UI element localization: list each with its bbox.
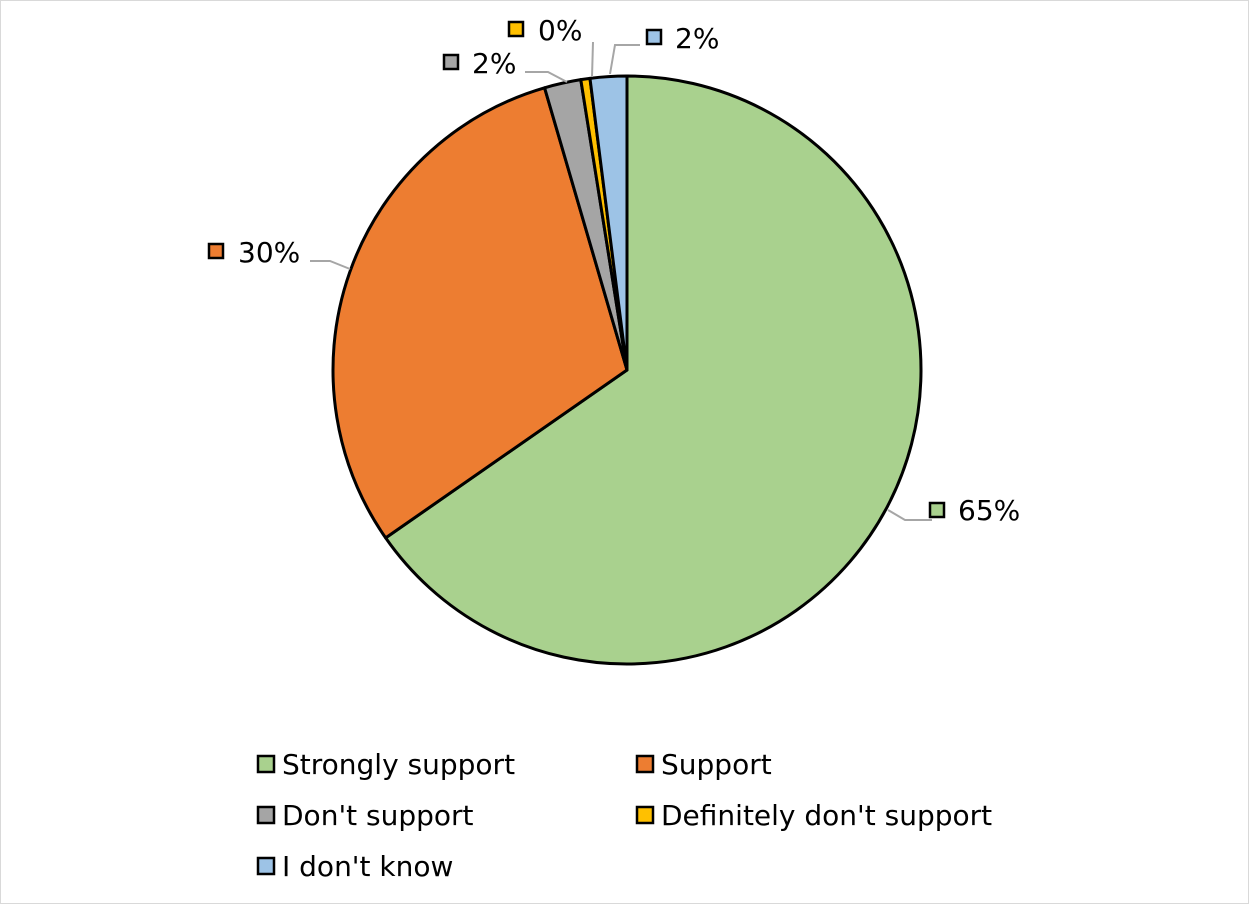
leader-line-strongly-support — [887, 509, 932, 521]
data-label-marker-definitely-don-t-support — [507, 20, 525, 38]
leader-lines — [310, 41, 932, 521]
pie-slice-i-don-t-know — [588, 74, 629, 372]
data-label-strongly-support: 65% — [958, 494, 1020, 527]
leader-line-support — [310, 260, 351, 270]
legend-swatch-support — [635, 754, 655, 774]
leader-line-i-don-t-know — [609, 44, 640, 75]
legend-swatch-strongly-support — [256, 754, 276, 774]
legend-label-don-t-support: Don't support — [282, 799, 474, 832]
legend-label-definitely-don-t-support: Definitely don't support — [661, 799, 992, 832]
pie-slice-strongly-support — [384, 74, 923, 666]
leader-line-definitely-don-t-support — [591, 41, 594, 78]
legend-item-support: Support — [635, 748, 772, 781]
pie-slices — [331, 74, 923, 666]
legend-label-i-don-t-know: I don't know — [282, 850, 453, 883]
leader-line-don-t-support — [525, 71, 568, 83]
legend-swatch-i-don-t-know — [256, 856, 276, 876]
data-label-marker-strongly-support — [928, 501, 946, 519]
legend: Strongly support Support Don't support Defi… — [256, 748, 992, 883]
legend-label-support: Support — [661, 748, 772, 781]
legend-swatch-definitely-don-t-support — [635, 805, 655, 825]
data-label-don-t-support: 2% — [472, 47, 516, 80]
legend-label-strongly-support: Strongly support — [282, 748, 515, 781]
pie-slice-support — [331, 86, 629, 540]
legend-item-i-don-t-know: I don't know — [256, 850, 453, 883]
legend-swatch-don-t-support — [256, 805, 276, 825]
data-label-marker-support — [207, 242, 225, 260]
data-labels: 65% 30% 2% 0% 2% — [207, 14, 1020, 527]
data-label-definitely-don-t-support: 0% — [538, 14, 582, 47]
data-label-marker-don-t-support — [442, 53, 460, 71]
legend-item-definitely-don-t-support: Definitely don't support — [635, 799, 992, 832]
data-label-marker-i-don-t-know — [645, 28, 663, 46]
data-label-i-don-t-know: 2% — [675, 22, 719, 55]
data-label-support: 30% — [238, 236, 300, 269]
legend-item-don-t-support: Don't support — [256, 799, 474, 832]
legend-item-strongly-support: Strongly support — [256, 748, 515, 781]
